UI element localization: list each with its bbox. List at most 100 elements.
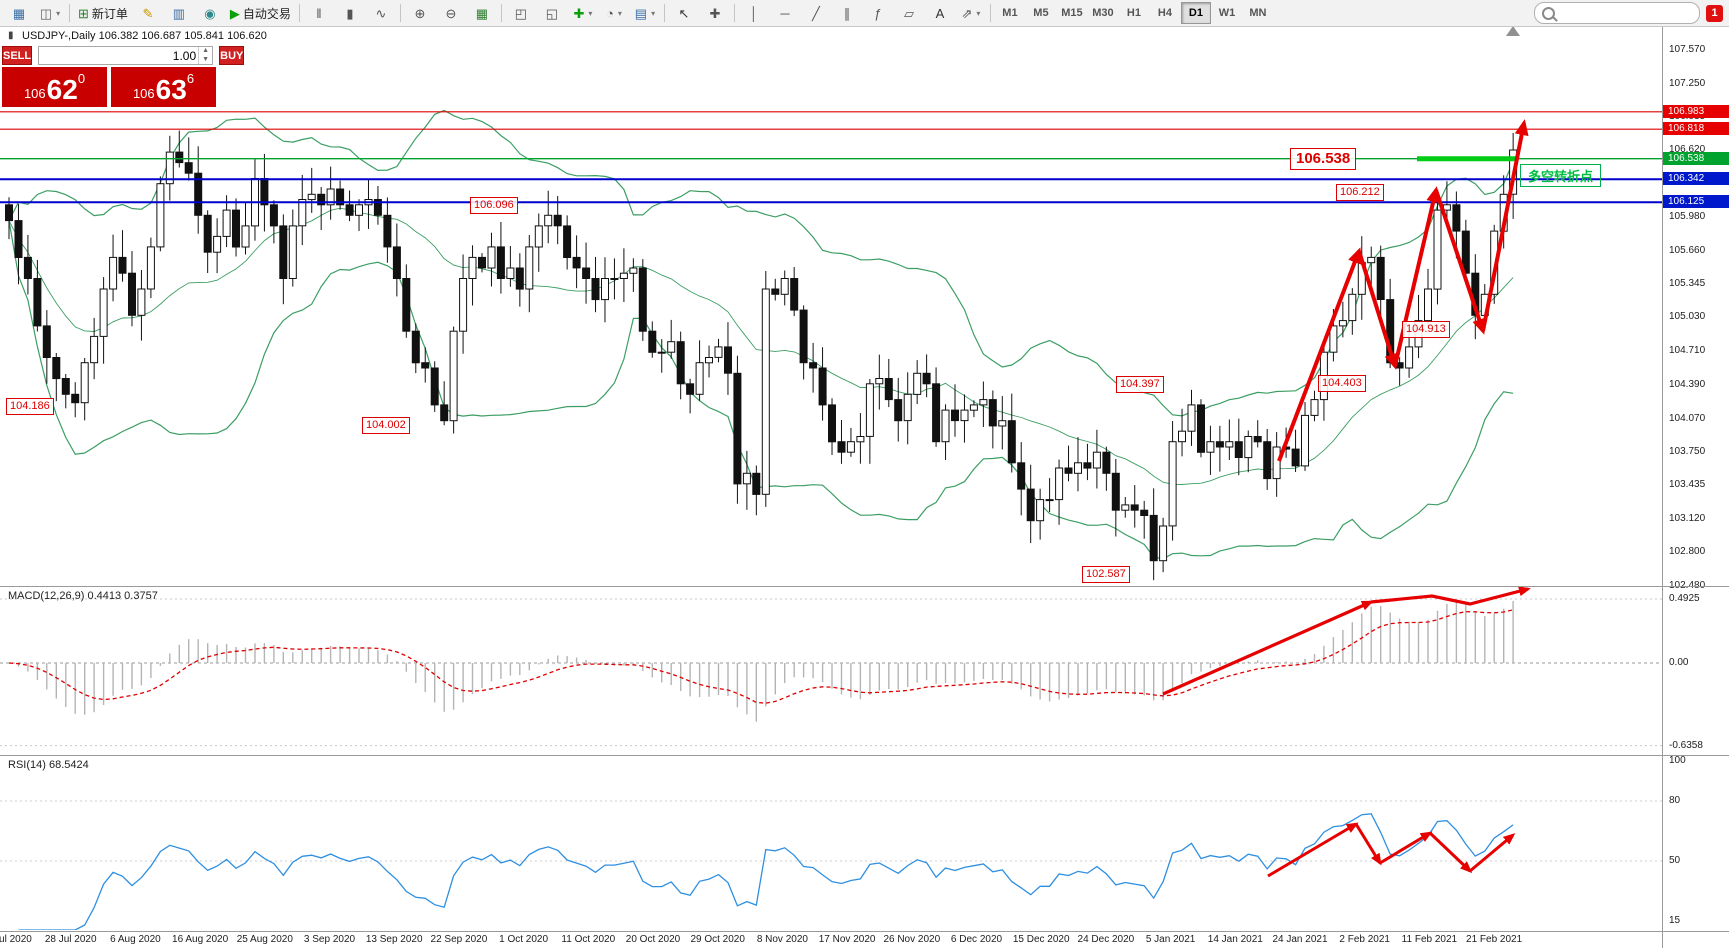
axis-label: 0.4925	[1669, 592, 1700, 604]
timeframe-m5[interactable]: M5	[1033, 7, 1049, 19]
tile-windows-button[interactable]: ▦	[467, 1, 497, 25]
shift-chart-icon: ◱	[545, 5, 559, 21]
vertical-line-button[interactable]: │	[739, 1, 769, 25]
axis-label: 104.390	[1669, 378, 1706, 390]
trendline-button[interactable]: ╱	[801, 1, 831, 25]
axis-label: 106.620	[1669, 144, 1706, 156]
trendline-icon: ╱	[812, 5, 820, 21]
chevron-down-icon: ▾	[588, 8, 593, 18]
line-chart-type-icon: ∿	[375, 5, 387, 21]
timeframe-w1[interactable]: W1	[1218, 7, 1236, 19]
cursor-button[interactable]: ↖	[669, 1, 699, 25]
auto-trading-button[interactable]: ▶ 自动交易	[226, 1, 295, 25]
templates-button[interactable]: ▤ ▾	[630, 1, 660, 25]
axis-label: 102.480	[1669, 580, 1705, 591]
navigator-button[interactable]: ◉	[195, 1, 225, 25]
candlestick-type-button[interactable]: ▮	[335, 1, 365, 25]
indicators-button[interactable]: ✚ ▾	[568, 1, 598, 25]
symbol-search-box[interactable]	[1534, 2, 1700, 24]
notification-badge[interactable]: 1	[1706, 4, 1723, 22]
new-order-button[interactable]: ⊞ 新订单	[74, 1, 132, 25]
crosshair-button[interactable]: ✚	[700, 1, 730, 25]
metaeditor-button[interactable]: ✎	[133, 1, 163, 25]
price-annotation-106.212[interactable]: 106.212	[1336, 184, 1384, 202]
bar-chart-type-button[interactable]: ‖	[304, 1, 334, 25]
date-label: 29 Oct 2020	[690, 934, 745, 945]
zoom-in-button[interactable]: ⊕	[405, 1, 435, 25]
timeframe-mn[interactable]: MN	[1249, 7, 1267, 19]
date-label: 5 Jan 2021	[1145, 934, 1196, 945]
axis-label: 105.980	[1669, 211, 1706, 223]
arrange-charts-button[interactable]: ◰	[506, 1, 536, 25]
date-label: 16 Aug 2020	[172, 934, 229, 945]
arrange-charts-icon: ◰	[514, 5, 528, 21]
date-label: 11 Oct 2020	[561, 934, 616, 945]
price-annotation-104.002[interactable]: 104.002	[362, 417, 410, 435]
shift-chart-button[interactable]: ◱	[537, 1, 567, 25]
axis-label: 105.030	[1669, 311, 1706, 323]
timeframe-m30[interactable]: M30	[1092, 7, 1114, 19]
shapes-button[interactable]: ▱	[894, 1, 924, 25]
price-annotation-104.397[interactable]: 104.397	[1116, 375, 1164, 393]
price-annotation-104.913[interactable]: 104.913	[1402, 321, 1450, 339]
search-input[interactable]	[1560, 6, 1692, 20]
text-button[interactable]: A	[925, 1, 955, 25]
timeframe-m1[interactable]: M1	[1002, 7, 1018, 19]
price-axis[interactable]: 107.570107.250106.935106.620106.305105.9…	[1662, 0, 1729, 948]
metaeditor-icon: ✎	[142, 5, 154, 21]
sell-price-display[interactable]: 106 62 0	[2, 67, 107, 107]
tile-windows-icon: ▦	[475, 5, 489, 21]
price-tag-106.125: 106.125	[1663, 195, 1729, 209]
one-click-trading-panel: SELL ▲ ▼ BUY 106 62 0 106 63 6	[2, 46, 245, 107]
channel-button[interactable]: ∥	[832, 1, 862, 25]
market-watch-button[interactable]: ▥	[164, 1, 194, 25]
toolbar-separator	[989, 4, 991, 22]
timeframe-d1[interactable]: D1	[1180, 2, 1211, 24]
price-annotation-106.096[interactable]: 106.096	[470, 196, 518, 214]
buy-button[interactable]: BUY	[219, 46, 245, 65]
price-annotation-104.186[interactable]: 104.186	[6, 397, 54, 415]
price-tag-106.983: 106.983	[1663, 104, 1729, 118]
zoom-out-button[interactable]: ⊖	[436, 1, 466, 25]
new-chart-button[interactable]: ▦	[4, 1, 34, 25]
timeframe-h4[interactable]: H4	[1157, 7, 1172, 19]
macd-indicator-label: MACD(12,26,9) 0.4413 0.3757	[8, 590, 158, 602]
pane-separator-macd[interactable]	[0, 586, 1729, 587]
fibonacci-button[interactable]: ƒ	[863, 1, 893, 25]
horizontal-line-button[interactable]: ─	[770, 1, 800, 25]
axis-label: 80	[1669, 795, 1681, 806]
price-annotation-104.403[interactable]: 104.403	[1318, 374, 1366, 392]
periods-button[interactable]: ◔ ▾	[599, 1, 629, 25]
candlestick-type-icon: ▮	[346, 5, 354, 21]
toolbar-right: 1	[1534, 2, 1725, 24]
time-axis-separator	[0, 931, 1729, 932]
chart-shift-marker	[1506, 26, 1520, 36]
toolbar-separator	[69, 4, 70, 22]
profiles-button[interactable]: ◫ ▾	[35, 1, 65, 25]
new-order-button-label: 新订单	[91, 6, 128, 21]
horizontal-line-icon: ─	[780, 5, 790, 21]
auto-trading-button-label: 自动交易	[242, 6, 291, 21]
buy-price-display[interactable]: 106 63 6	[111, 67, 216, 107]
candlestick-chart[interactable]	[0, 0, 1662, 948]
axis-label: 104.070	[1669, 412, 1706, 424]
volume-down-arrow[interactable]: ▼	[202, 55, 210, 63]
vertical-line-icon: │	[749, 5, 758, 21]
arrows-tool-button[interactable]: ⇗ ▾	[956, 1, 986, 25]
pane-separator-rsi[interactable]	[0, 755, 1729, 756]
volume-up-arrow[interactable]: ▲	[202, 47, 210, 54]
price-annotation-106.538[interactable]: 106.538	[1290, 147, 1357, 170]
date-label: 20 Jul 2020	[0, 934, 32, 945]
timeframe-h1[interactable]: H1	[1126, 7, 1141, 19]
bull-bear-turning-point-note[interactable]: 多空转折点	[1520, 164, 1602, 187]
price-annotation-102.587[interactable]: 102.587	[1082, 566, 1130, 584]
sell-button[interactable]: SELL	[2, 46, 33, 65]
timeframe-m15[interactable]: M15	[1061, 7, 1083, 19]
toolbar-separator	[399, 4, 401, 22]
volume-input[interactable]	[39, 47, 199, 64]
chart-symbol-ohlc: USDJPY-,Daily 106.382 106.687 105.841 10…	[22, 30, 267, 42]
date-label: 14 Jan 2021	[1207, 934, 1263, 945]
line-chart-type-button[interactable]: ∿	[366, 1, 396, 25]
axis-label: 107.250	[1669, 77, 1706, 89]
